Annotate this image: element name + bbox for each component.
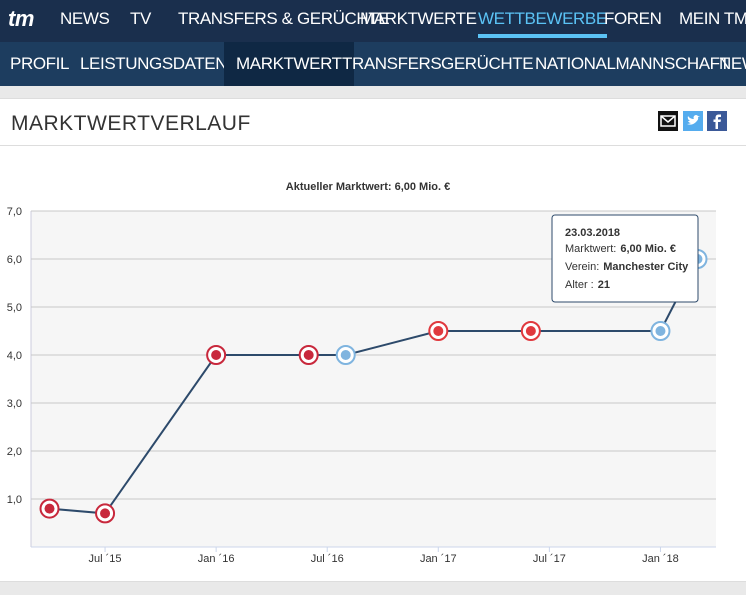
chart: Aktueller Marktwert: 6,00 Mio. € 1,0 2,0 3… (7, 181, 716, 565)
tooltip: 23.03.2018 Marktwert: 6,00 Mio. € Verein: Ma… (551, 214, 699, 303)
y-tick-label: 4,0 (7, 350, 22, 362)
x-tick-label: Jul ´15 (89, 553, 122, 565)
club-marker-core (655, 326, 666, 336)
club-marker-core (525, 326, 536, 336)
divider (0, 145, 746, 146)
subnav-item[interactable]: NEWS (719, 54, 746, 73)
tooltip-row: Verein: Manchester City (565, 261, 689, 273)
club-marker-core (211, 350, 222, 360)
tooltip-key: Marktwert: (565, 243, 616, 255)
x-tick-label: Jan ´18 (642, 553, 679, 565)
y-tick-label: 2,0 (7, 446, 22, 458)
y-tick-label: 1,0 (7, 494, 22, 506)
share-facebook[interactable] (707, 111, 727, 131)
tooltip-row: Marktwert: 6,00 Mio. € (565, 243, 676, 255)
club-marker-core (433, 326, 444, 336)
x-tick-label: Jan ´16 (198, 553, 235, 565)
x-tick-label: Jul ´17 (533, 553, 566, 565)
nav-item[interactable]: TRANSFERS & GERÜCHTE (178, 9, 390, 28)
tooltip-box (551, 214, 699, 303)
subnav-item[interactable]: MARKTWERT (224, 42, 354, 86)
share-mail[interactable] (658, 111, 678, 131)
y-tick-label: 3,0 (7, 398, 22, 410)
y-tick-label: 5,0 (7, 302, 22, 314)
top-nav: tm NEWS TV TRANSFERS & GERÜCHTE MARKTWER… (0, 0, 746, 42)
tooltip-value: Manchester City (603, 261, 689, 273)
subnav-item[interactable]: GERÜCHTE (441, 54, 534, 73)
y-tick-label: 6,0 (7, 254, 22, 266)
subnav-item[interactable]: PROFIL (10, 54, 70, 73)
subnav-item[interactable]: LEISTUNGSDATEN (80, 42, 240, 86)
subnav-item[interactable]: NATIONALMANNSCHAFT (535, 54, 730, 73)
club-marker-core (303, 350, 314, 360)
club-marker-core (100, 508, 111, 519)
nav-item[interactable]: TV (130, 9, 151, 28)
subnav-item[interactable]: TRANSFERS (342, 54, 442, 73)
chart-title: Aktueller Marktwert: 6,00 Mio. € (286, 181, 450, 193)
tooltip-value: 6,00 Mio. € (620, 243, 676, 255)
y-tick-label: 7,0 (7, 206, 22, 218)
nav-item[interactable]: FOREN (604, 9, 662, 28)
x-tick-label: Jan ´17 (420, 553, 457, 565)
tooltip-date: 23.03.2018 (565, 227, 620, 239)
tooltip-key: Verein: (565, 261, 599, 273)
share-twitter[interactable] (683, 111, 703, 131)
logo[interactable]: tm (8, 6, 35, 31)
section-title: MARKTWERTVERLAUF (11, 112, 251, 135)
x-tick-label: Jul ´16 (311, 553, 344, 565)
sub-nav: PROFIL LEISTUNGSDATEN MARKTWERT TRANSFER… (0, 42, 746, 86)
nav-item[interactable]: NEWS (60, 9, 110, 28)
club-marker-core (44, 503, 55, 514)
club-marker-core (340, 350, 351, 360)
tooltip-row: Alter : 21 (565, 279, 610, 291)
nav-item[interactable]: MEIN TM (679, 9, 746, 28)
nav-item[interactable]: MARKTWERTE (360, 9, 477, 28)
nav-item[interactable]: WETTBEWERBE (478, 0, 607, 38)
tooltip-key: Alter : (565, 279, 594, 291)
tooltip-value: 21 (598, 279, 610, 291)
